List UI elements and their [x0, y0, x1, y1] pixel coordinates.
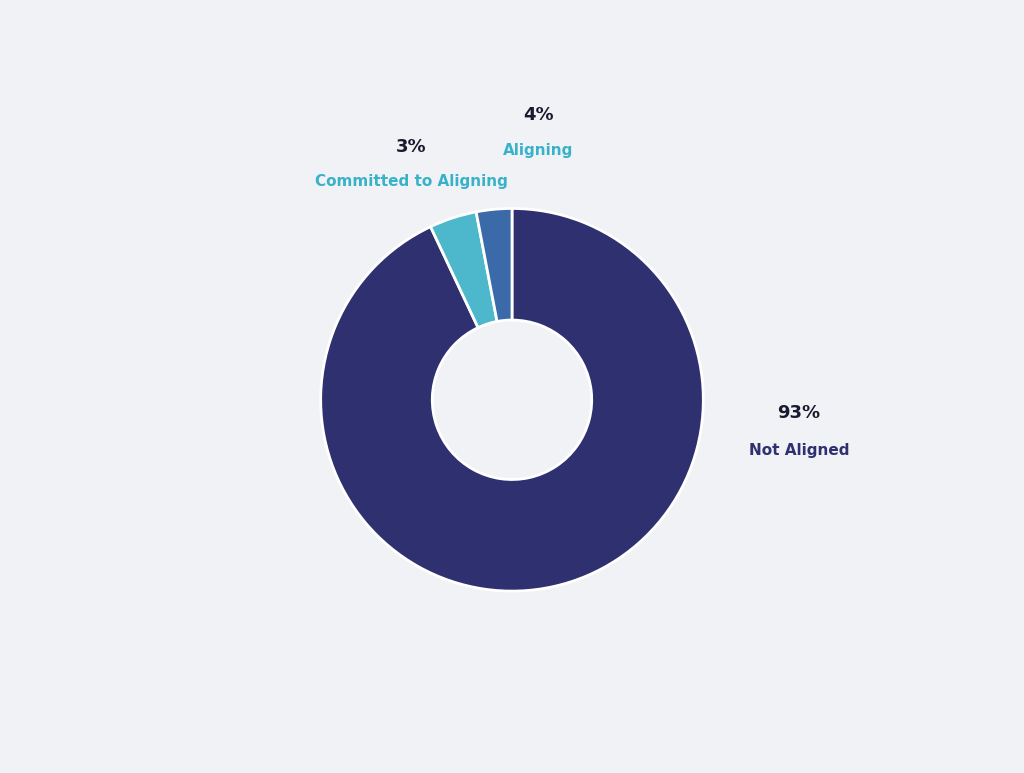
Text: 93%: 93% — [777, 404, 820, 422]
Text: Aligning: Aligning — [504, 142, 573, 158]
Text: Not Aligned: Not Aligned — [749, 443, 849, 458]
Text: 3%: 3% — [395, 138, 426, 156]
Text: 4%: 4% — [523, 107, 554, 124]
Wedge shape — [430, 212, 497, 328]
Wedge shape — [476, 209, 512, 322]
Wedge shape — [321, 209, 703, 591]
Text: Committed to Aligning: Committed to Aligning — [314, 175, 508, 189]
